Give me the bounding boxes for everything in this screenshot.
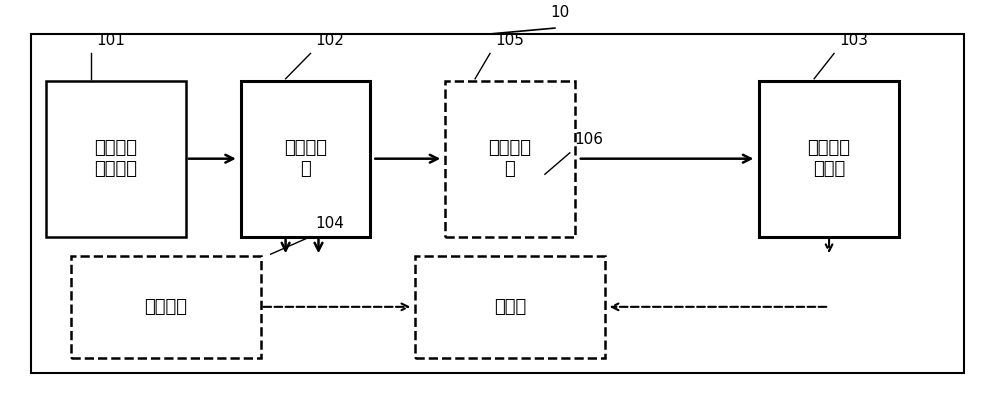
Text: 101: 101: [96, 33, 125, 48]
Bar: [46, 81, 186, 237]
Text: 105: 105: [495, 33, 524, 48]
Text: 控制器: 控制器: [494, 298, 526, 316]
Text: 离子生成
与捕获区: 离子生成 与捕获区: [95, 139, 138, 178]
Text: 监测设备: 监测设备: [144, 298, 187, 316]
Bar: [415, 256, 605, 357]
Bar: [31, 34, 964, 373]
Text: 离子操控
测量区: 离子操控 测量区: [808, 139, 851, 178]
Text: 10: 10: [550, 5, 569, 20]
Text: 离子装载
区: 离子装载 区: [488, 139, 531, 178]
Text: 102: 102: [316, 33, 344, 48]
Bar: [241, 81, 370, 237]
Text: 104: 104: [316, 216, 344, 231]
Bar: [759, 81, 899, 237]
Text: 106: 106: [575, 132, 604, 147]
Bar: [71, 256, 261, 357]
Text: 103: 103: [839, 33, 868, 48]
Bar: [445, 81, 575, 237]
Text: 离子存储
区: 离子存储 区: [284, 139, 327, 178]
